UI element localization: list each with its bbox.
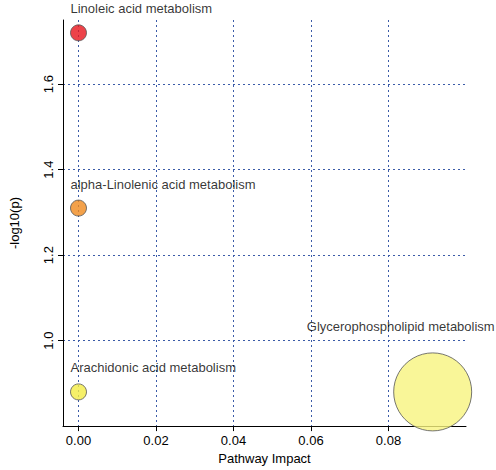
svg-text:1.6: 1.6 [41,75,56,93]
svg-text:0.00: 0.00 [66,433,91,448]
svg-text:-log10(p): -log10(p) [7,197,22,249]
svg-text:0.08: 0.08 [376,433,401,448]
svg-text:Arachidonic acid metabolism: Arachidonic acid metabolism [71,360,236,375]
svg-text:1.4: 1.4 [41,161,56,179]
svg-text:0.06: 0.06 [298,433,323,448]
svg-text:Pathway Impact: Pathway Impact [218,451,311,466]
svg-text:Linoleic acid metabolism: Linoleic acid metabolism [71,1,213,16]
svg-text:0.02: 0.02 [143,433,168,448]
svg-text:alpha-Linolenic acid metabolis: alpha-Linolenic acid metabolism [71,177,256,192]
svg-text:0.04: 0.04 [221,433,246,448]
svg-text:1.2: 1.2 [41,246,56,264]
svg-text:1.0: 1.0 [41,332,56,350]
svg-text:Glycerophospholipid metabolism: Glycerophospholipid metabolism [307,319,495,334]
